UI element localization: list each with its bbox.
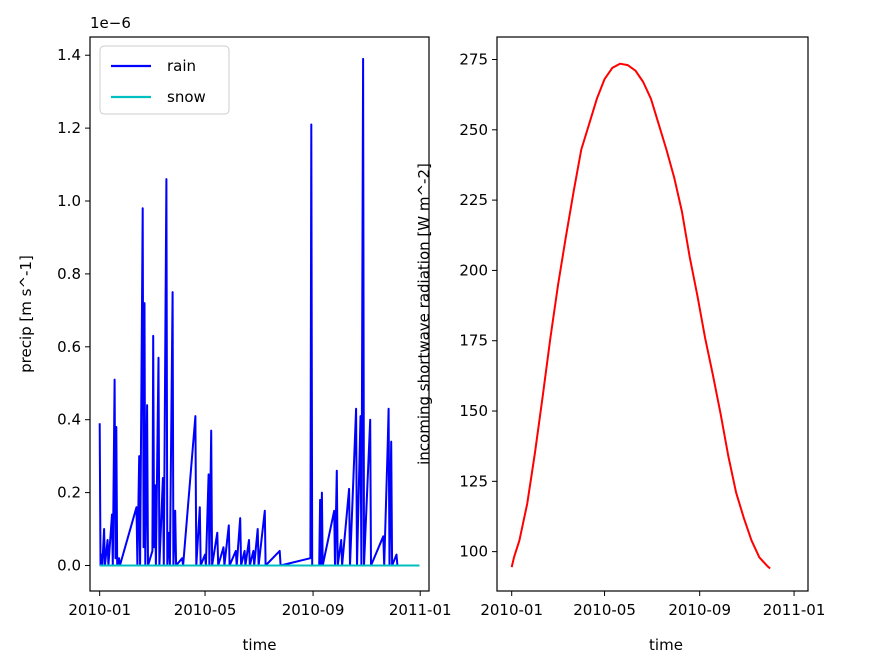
precip-series-layer	[98, 57, 420, 567]
precip-offset-text: 1e−6	[90, 14, 131, 32]
precip-x-axis-label: time	[243, 636, 277, 654]
radiation-y-tick-label: 200	[459, 261, 488, 279]
radiation-x-tick-label: 2010-09	[668, 601, 731, 619]
precip-series-line-rain	[98, 57, 420, 567]
radiation-y-ticks: 100 125 150 175 200 225 250 275	[459, 50, 497, 561]
radiation-y-tick-label: 125	[459, 472, 488, 490]
precip-x-tick-label: 2011-01	[389, 601, 452, 619]
radiation-y-tick-label: 175	[459, 332, 488, 350]
radiation-y-axis-label: incoming shortwave radiation [W m^-2]	[415, 163, 433, 465]
radiation-x-tick-label: 2011-01	[763, 601, 826, 619]
precip-y-axis-label: precip [m s^-1]	[17, 255, 35, 373]
precip-y-tick-label: 0.6	[57, 338, 81, 356]
legend-box	[99, 45, 230, 115]
precip-x-ticks: 2010-01 2010-05 2010-09 2011-01	[68, 591, 452, 619]
radiation-axes-frame	[496, 36, 809, 592]
radiation-y-tick-label: 150	[459, 402, 488, 420]
precip-legend: rain snow	[99, 45, 230, 115]
legend-label-rain: rain	[167, 57, 196, 75]
precip-y-tick-label: 1.0	[57, 192, 81, 210]
legend-label-snow: snow	[167, 88, 206, 106]
radiation-x-tick-label: 2010-05	[573, 601, 636, 619]
radiation-y-tick-label: 275	[459, 50, 488, 68]
precip-y-tick-label: 0.2	[57, 484, 81, 502]
precip-y-tick-label: 1.4	[57, 46, 81, 64]
precip-y-tick-label: 0.4	[57, 411, 81, 429]
precip-panel: 2010-01 2010-05 2010-09 2011-01 0.00.20.40.…	[17, 14, 452, 654]
precip-y-tick-label: 0.0	[57, 556, 81, 574]
precip-x-tick-label: 2010-09	[282, 601, 345, 619]
radiation-y-tick-label: 250	[459, 121, 488, 139]
precip-y-tick-label: 0.8	[57, 265, 81, 283]
precip-axes-frame	[89, 36, 430, 592]
radiation-x-ticks: 2010-01 2010-05 2010-09 2011-01	[480, 591, 825, 619]
radiation-panel: 2010-01 2010-05 2010-09 2011-01 100 125 150 17…	[415, 36, 825, 654]
precip-y-tick-label: 1.2	[57, 119, 81, 137]
radiation-x-axis-label: time	[649, 636, 683, 654]
radiation-y-tick-label: 100	[459, 543, 488, 561]
radiation-x-tick-label: 2010-01	[480, 601, 543, 619]
precip-x-tick-label: 2010-01	[68, 601, 131, 619]
radiation-series-line-0	[510, 62, 771, 570]
radiation-y-tick-label: 225	[459, 191, 488, 209]
precip-y-ticks: 0.0 0.2 0.4 0.6 0.8 1.0 1.2 1.4	[57, 46, 90, 574]
radiation-series-layer	[510, 62, 771, 570]
precip-x-tick-label: 2010-05	[174, 601, 237, 619]
